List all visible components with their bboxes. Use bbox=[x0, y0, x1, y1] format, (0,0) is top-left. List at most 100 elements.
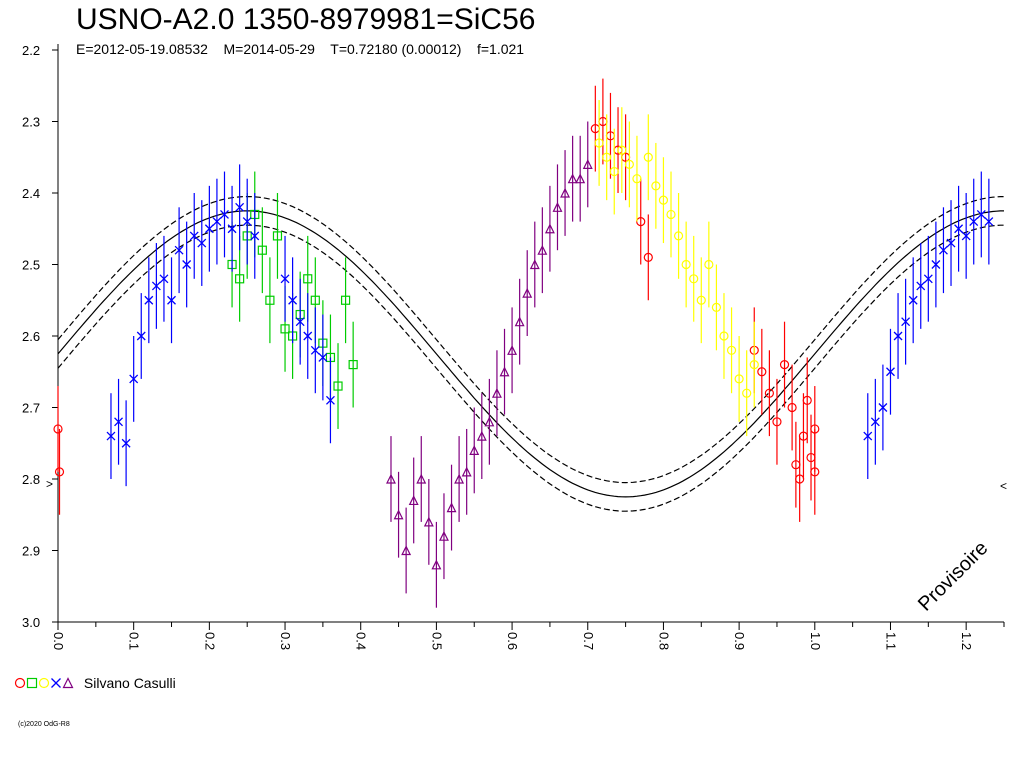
data-point bbox=[764, 388, 774, 398]
data-point bbox=[617, 145, 627, 155]
data-point bbox=[976, 209, 986, 219]
data-point bbox=[810, 424, 820, 434]
data-point bbox=[923, 274, 933, 284]
data-point bbox=[711, 302, 722, 312]
data-point bbox=[212, 217, 222, 227]
data-point bbox=[242, 217, 252, 227]
x-tick-label: 1.2 bbox=[959, 632, 974, 650]
data-point bbox=[893, 331, 903, 341]
data-point bbox=[719, 331, 729, 341]
data-point bbox=[227, 224, 237, 234]
data-point bbox=[310, 295, 320, 305]
data-point bbox=[643, 152, 653, 162]
data-point bbox=[946, 238, 956, 248]
data-point bbox=[916, 281, 926, 291]
data-point bbox=[438, 530, 449, 541]
data-point bbox=[749, 360, 759, 370]
data-point bbox=[151, 281, 161, 291]
x-tick-label: 1.1 bbox=[883, 632, 898, 650]
data-point bbox=[136, 331, 146, 341]
data-point bbox=[552, 201, 563, 212]
legend: Silvano Casulli bbox=[14, 674, 176, 692]
y-tick-label: 3.0 bbox=[22, 615, 40, 630]
data-point bbox=[340, 295, 351, 305]
data-point bbox=[969, 217, 979, 227]
data-point bbox=[954, 224, 964, 234]
data-point bbox=[189, 231, 199, 241]
legend-marker bbox=[26, 677, 38, 689]
data-point bbox=[491, 387, 502, 398]
data-point bbox=[582, 159, 593, 169]
data-point bbox=[484, 416, 495, 427]
series-4 bbox=[386, 121, 593, 608]
data-point bbox=[507, 344, 518, 355]
series-3 bbox=[106, 164, 994, 487]
x-tick-label: 0.3 bbox=[278, 632, 293, 650]
data-point bbox=[624, 159, 634, 169]
data-point bbox=[681, 259, 691, 270]
y-tick-label: 2.9 bbox=[22, 544, 40, 559]
data-point bbox=[288, 295, 298, 305]
y-tick-label: 2.4 bbox=[22, 186, 40, 201]
data-point bbox=[235, 274, 245, 284]
y-tick-label: 2.2 bbox=[22, 43, 40, 58]
data-point bbox=[121, 438, 131, 448]
watermark-text: Provisoire bbox=[914, 537, 992, 615]
data-point bbox=[886, 367, 895, 377]
legend-markers bbox=[14, 677, 74, 689]
data-point bbox=[54, 467, 65, 477]
model-curve-mean bbox=[57, 210, 1004, 498]
data-point bbox=[220, 209, 229, 219]
data-point bbox=[144, 295, 154, 305]
legend-marker bbox=[14, 677, 26, 689]
y-tick-label: 2.6 bbox=[22, 329, 40, 344]
data-point bbox=[423, 516, 434, 527]
data-point bbox=[961, 231, 971, 241]
data-point bbox=[673, 231, 684, 241]
chart-subtitle: E=2012-05-19.08532 M=2014-05-29 T=0.7218… bbox=[76, 41, 525, 57]
legend-observer-name: Silvano Casulli bbox=[83, 675, 176, 691]
series-0 bbox=[53, 78, 820, 522]
x-tick-label: 0.8 bbox=[656, 632, 671, 650]
data-point bbox=[514, 316, 525, 327]
data-point bbox=[303, 274, 313, 284]
data-point bbox=[235, 202, 245, 212]
data-point bbox=[393, 509, 404, 520]
data-point bbox=[325, 395, 335, 405]
y-tick-label: 2.3 bbox=[22, 115, 40, 130]
data-point bbox=[401, 545, 412, 556]
legend-marker bbox=[51, 678, 61, 688]
data-point bbox=[726, 345, 737, 355]
data-point bbox=[257, 245, 267, 255]
data-point bbox=[651, 181, 661, 191]
data-point bbox=[446, 502, 457, 513]
data-point bbox=[348, 360, 358, 370]
y-tick-label: 2.8 bbox=[22, 472, 40, 487]
model-curve-upper bbox=[57, 196, 1004, 484]
data-point bbox=[522, 287, 533, 298]
axes: 2.2 2.3 2.4 2.5 2.6 2.7 2.8 2.9 3.0 0.0 0.1 0.2 0.3 0… bbox=[22, 43, 1007, 650]
data-point bbox=[632, 174, 642, 184]
data-point bbox=[575, 173, 586, 184]
model-curve-lower bbox=[57, 224, 1004, 512]
data-point bbox=[272, 231, 283, 241]
data-points bbox=[53, 78, 994, 608]
data-point bbox=[280, 324, 290, 334]
data-point bbox=[431, 559, 442, 570]
data-point bbox=[666, 209, 676, 220]
data-point bbox=[779, 360, 790, 370]
data-point bbox=[567, 173, 578, 184]
x-tick-label: 0.1 bbox=[127, 632, 142, 650]
data-point bbox=[469, 445, 480, 455]
data-point bbox=[658, 195, 669, 205]
data-point bbox=[499, 366, 510, 377]
legend-marker bbox=[62, 677, 74, 689]
data-point bbox=[280, 274, 290, 284]
data-point bbox=[265, 295, 275, 305]
data-point bbox=[863, 431, 873, 441]
data-point bbox=[878, 403, 888, 412]
data-point bbox=[908, 295, 918, 305]
data-point bbox=[250, 231, 260, 241]
x-tick-label: 1.0 bbox=[808, 632, 823, 650]
